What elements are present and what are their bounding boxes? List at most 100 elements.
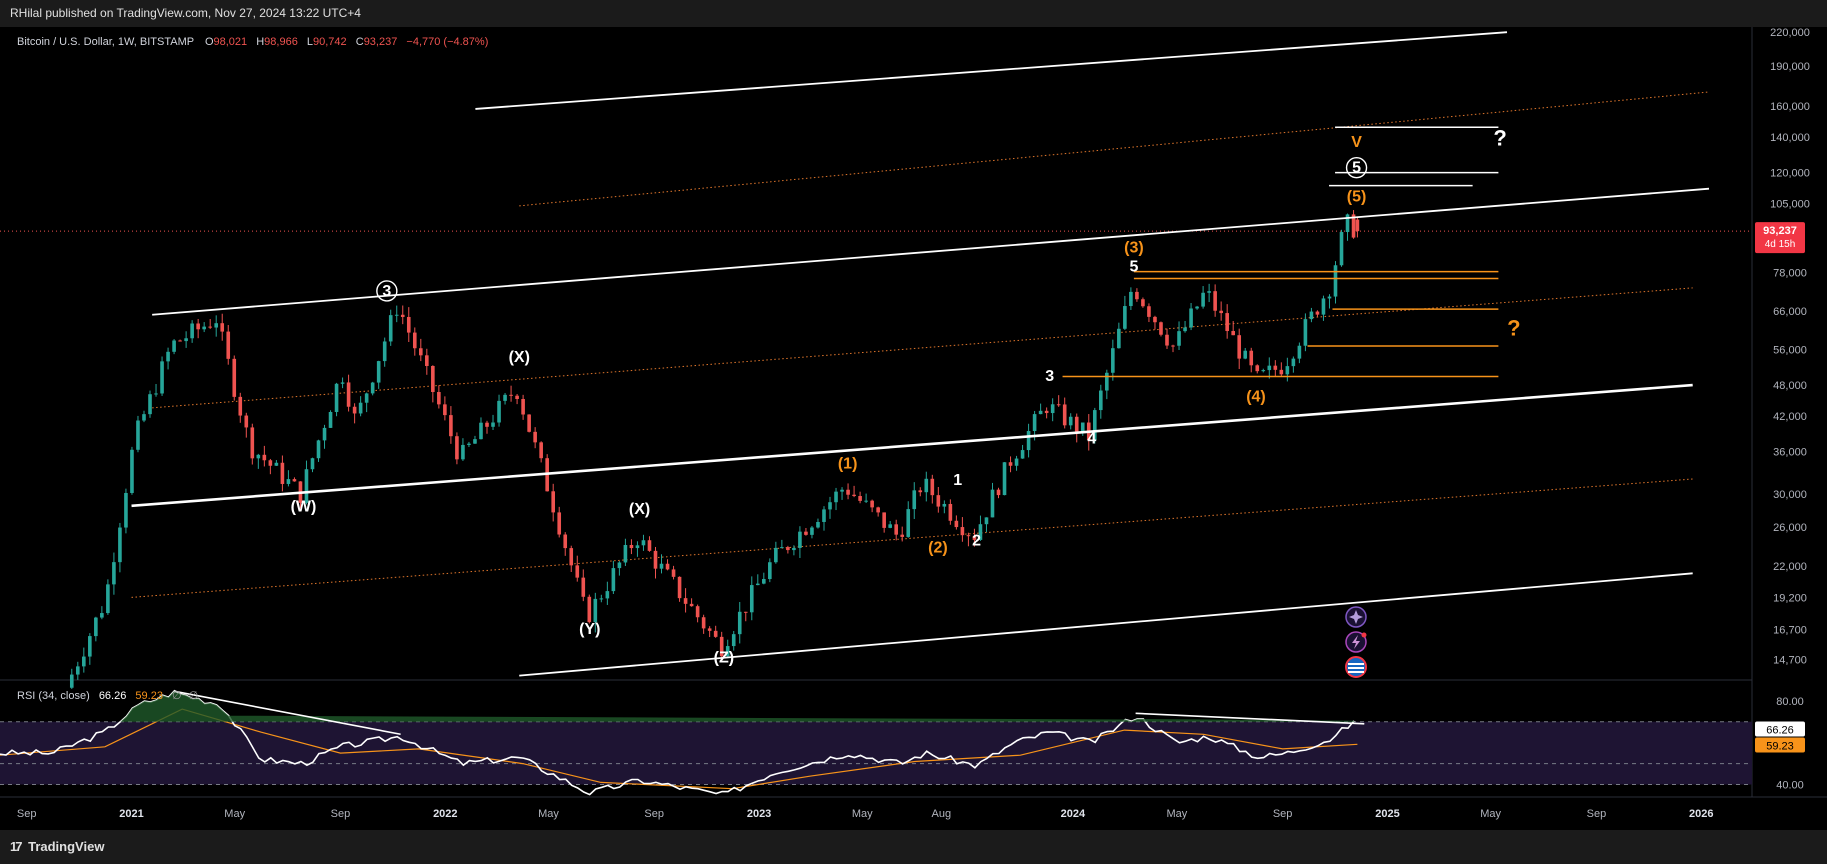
candle-body xyxy=(232,358,237,397)
candle-body xyxy=(521,398,525,415)
candle-body xyxy=(406,316,411,333)
wave-circle xyxy=(1345,156,1368,179)
close-value: 93,237 xyxy=(364,36,398,48)
candle-body xyxy=(1261,370,1266,372)
candle-body xyxy=(226,331,231,359)
candle-body xyxy=(1171,345,1175,347)
btc-weekly-chart[interactable]: 3 (W) (X) (Y) (X) (Z) (1) (2) 1 2 3 4 (3) 5 (4) (5) 5 V??… xyxy=(0,27,1827,830)
wave-label: (X) xyxy=(509,349,530,366)
candle-body xyxy=(88,636,92,657)
wave-label: 5 xyxy=(1129,259,1138,276)
candle-body xyxy=(467,443,471,445)
rsi-ma-value: 59.23 xyxy=(135,690,163,702)
candle-body xyxy=(419,348,423,356)
candle-body xyxy=(1032,414,1037,432)
candle-body xyxy=(1213,291,1217,311)
candle-body xyxy=(1351,214,1356,238)
event-lightning-icon[interactable] xyxy=(1345,631,1367,653)
candle-body xyxy=(918,490,923,493)
candle-body xyxy=(725,646,730,657)
time-tick-label: Sep xyxy=(644,808,664,820)
candle-body xyxy=(635,545,640,549)
time-tick-label: May xyxy=(538,808,559,820)
candle-body xyxy=(1068,416,1073,426)
time-tick-label: 2022 xyxy=(433,808,457,820)
candle-body xyxy=(882,512,886,528)
candle-body xyxy=(214,323,219,328)
wave-label: (W) xyxy=(291,499,317,516)
candle-body xyxy=(719,636,724,657)
rsi-line xyxy=(0,689,1355,796)
channel-lines[interactable] xyxy=(131,31,1710,677)
candle-body xyxy=(1014,458,1019,466)
horizontal-levels[interactable] xyxy=(1062,126,1499,378)
footer-brand[interactable]: TradingView xyxy=(28,839,105,854)
price-tick-label: 14,700 xyxy=(1773,654,1807,666)
rsi-divergence-line xyxy=(174,690,401,736)
low-value: 90,742 xyxy=(313,36,347,48)
candle-body xyxy=(677,576,682,599)
candle-body xyxy=(172,340,176,352)
rsi-divergence-lines xyxy=(174,690,1365,736)
candle-body xyxy=(683,598,688,604)
candle-body xyxy=(593,598,598,623)
candle-body xyxy=(755,583,760,586)
price-tick-label: 120,000 xyxy=(1770,168,1810,180)
candle-body xyxy=(798,531,802,548)
candle-body xyxy=(376,361,381,383)
wave-label: ? xyxy=(1493,125,1506,150)
candle-body xyxy=(810,527,814,535)
candle-body xyxy=(346,382,351,407)
candle-body xyxy=(996,489,1001,496)
candle-body xyxy=(972,536,977,540)
footer-bar: 17 TradingView xyxy=(0,830,1827,864)
time-axis[interactable]: Sep 2021 May Sep 2022 May Sep 2023 May Aug 2024 May… xyxy=(17,808,1714,820)
channel-line xyxy=(152,187,1710,316)
candle-body xyxy=(208,326,212,328)
candle-body xyxy=(852,494,856,497)
price-pane[interactable] xyxy=(0,27,1827,679)
change-value: −4,770 (−4.87%) xyxy=(406,36,488,48)
candle-body xyxy=(304,469,309,503)
candle-body xyxy=(238,396,243,416)
candle-body xyxy=(665,563,670,570)
candle-body xyxy=(1026,431,1031,451)
candle-body xyxy=(1327,296,1332,299)
candle-body xyxy=(930,478,935,496)
event-us-flag-icon[interactable] xyxy=(1345,656,1367,678)
candle-body xyxy=(1255,365,1260,372)
candle-body xyxy=(461,444,465,460)
candle-body xyxy=(82,656,86,667)
candle-body xyxy=(701,617,706,629)
candle-body xyxy=(316,440,321,459)
candle-body xyxy=(497,400,501,423)
candle-body xyxy=(1123,306,1127,329)
wave-label: (X) xyxy=(629,501,650,518)
candle-body xyxy=(1231,331,1235,336)
candle-body xyxy=(1309,311,1314,320)
price-tick-label: 42,000 xyxy=(1773,411,1807,423)
candle-body xyxy=(1074,416,1079,433)
candle-body xyxy=(834,491,838,503)
candle-body xyxy=(768,562,772,580)
candle-body xyxy=(256,454,261,459)
publisher-bar: RHilal published on TradingView.com, Nov… xyxy=(0,0,1827,27)
rsi-badge: 66.26 xyxy=(1766,725,1794,737)
tradingview-logo-icon[interactable]: 17 xyxy=(10,839,23,854)
candle-body xyxy=(473,439,477,444)
candle-body xyxy=(142,414,146,421)
dotted-channel-line xyxy=(152,287,1693,409)
candle-body xyxy=(250,427,255,459)
candle-body xyxy=(1080,422,1085,433)
event-crypto-icon[interactable] xyxy=(1345,606,1367,628)
candle-body xyxy=(641,540,646,546)
candle-body xyxy=(954,520,959,528)
candle-body xyxy=(990,489,995,518)
candle-body xyxy=(1098,390,1103,411)
price-axis[interactable]: 220,000 190,000 160,000 140,000 120,000 105,0… xyxy=(1770,27,1810,666)
rsi-axis[interactable]: 80.00 40.00 xyxy=(1776,696,1804,792)
published-text: RHilal published on TradingView.com, Nov… xyxy=(10,6,361,20)
wave-label: 5 xyxy=(1352,160,1361,177)
candle-body xyxy=(1092,410,1097,441)
candle-body xyxy=(888,524,892,528)
